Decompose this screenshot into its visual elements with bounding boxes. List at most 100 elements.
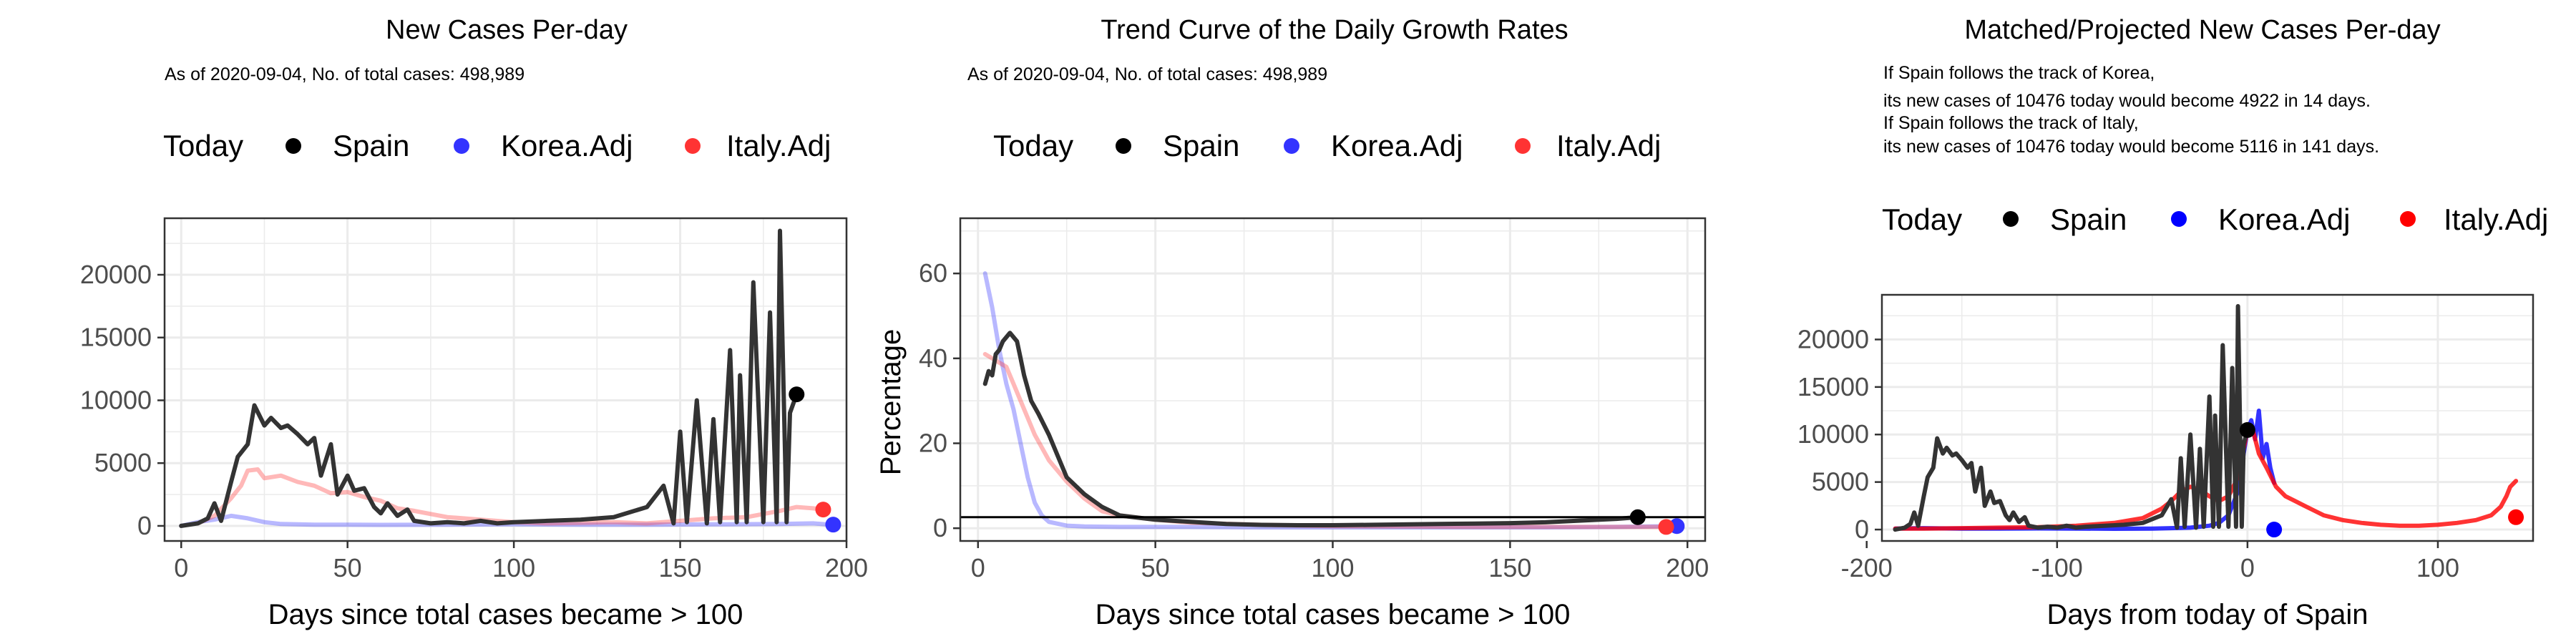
chart-3-y-tick-label: 0 bbox=[1855, 514, 1869, 544]
chart-1-legend-title: Today bbox=[163, 129, 243, 162]
chart-2-legend-spain-label: Spain bbox=[1163, 129, 1239, 162]
chart-2-legend-korea-label: Korea.Adj bbox=[1331, 129, 1463, 162]
chart-1-legend-item-spain: Spain bbox=[286, 129, 409, 162]
chart-2-legend-item-italy: Italy.Adj bbox=[1515, 129, 1661, 162]
chart-3-today-point-korea-adj bbox=[2266, 522, 2283, 538]
chart-3-legend-spain-key bbox=[2003, 211, 2019, 227]
chart-2-y-axis-label: Percentage bbox=[875, 329, 907, 476]
chart-1-legend-item-korea: Korea.Adj bbox=[454, 129, 633, 162]
chart-1-legend-korea-label: Korea.Adj bbox=[501, 129, 633, 162]
chart-2-series-spain-line bbox=[982, 331, 1640, 527]
chart-2-x-tick-label: 100 bbox=[1311, 553, 1354, 582]
chart-2-x-tick-label: 0 bbox=[971, 553, 985, 582]
chart-3-x-tick-label: 0 bbox=[2240, 553, 2255, 582]
chart-1-legend-italy-key bbox=[685, 138, 701, 154]
chart-1-legend-italy-label: Italy.Adj bbox=[726, 129, 831, 162]
chart-1-today-points bbox=[789, 386, 841, 533]
chart-2-legend-italy-label: Italy.Adj bbox=[1556, 129, 1661, 162]
chart-1-y-tick-label: 20000 bbox=[80, 260, 152, 289]
chart-3-x-tick-label: -200 bbox=[1841, 553, 1893, 582]
chart-1-x-tick-label: 200 bbox=[825, 553, 868, 582]
chart-2-legend-korea-key bbox=[1284, 138, 1299, 154]
chart-1-legend: Today Spain Korea.Adj Italy.Adj bbox=[163, 129, 831, 162]
chart-3-legend-korea-key bbox=[2171, 211, 2187, 227]
chart-3-subtitle-line-2: its new cases of 10476 today would becom… bbox=[1883, 91, 2371, 111]
chart-1-y-tick-label: 15000 bbox=[80, 323, 152, 352]
chart-3-series bbox=[1893, 303, 2519, 532]
chart-2-legend-item-spain: Spain bbox=[1116, 129, 1239, 162]
chart-3-subtitle-line-3: If Spain follows the track of Italy, bbox=[1883, 113, 2139, 133]
chart-2-x-tick-label: 50 bbox=[1141, 553, 1170, 582]
chart-3: Matched/Projected New Cases Per-day If S… bbox=[1797, 15, 2548, 630]
chart-2-today-point-spain bbox=[1629, 509, 1646, 525]
chart-2-series-korea-adj-line bbox=[982, 271, 1676, 530]
chart-3-legend-item-italy: Italy.Adj bbox=[2400, 203, 2548, 236]
chart-1-title: New Cases Per-day bbox=[386, 15, 628, 45]
chart-3-legend-item-spain: Spain bbox=[2003, 203, 2127, 236]
chart-3-x-axis-label: Days from today of Spain bbox=[2046, 599, 2368, 630]
chart-3-series-italy-adj-line bbox=[1893, 427, 2519, 531]
chart-2-gridlines bbox=[960, 218, 1705, 541]
chart-3-legend-korea-label: Korea.Adj bbox=[2218, 203, 2350, 236]
chart-1-today-point-spain bbox=[789, 386, 805, 403]
chart-1-series-spain-line bbox=[179, 228, 799, 528]
chart-2-today-points bbox=[1629, 509, 1685, 535]
chart-2-y-tick-label: 40 bbox=[919, 343, 947, 373]
chart-2-legend: Today Spain Korea.Adj Italy.Adj bbox=[993, 129, 1661, 162]
chart-2-legend-italy-key bbox=[1515, 138, 1531, 154]
chart-3-legend: Today Spain Korea.Adj Italy.Adj bbox=[1882, 203, 2548, 236]
chart-1-x-tick-label: 50 bbox=[333, 553, 362, 582]
chart-2-legend-spain-key bbox=[1116, 138, 1131, 154]
chart-3-y-tick-label: 15000 bbox=[1797, 372, 1869, 401]
chart-3-today-point-spain bbox=[2239, 421, 2255, 438]
chart-3-x-tick-label: 100 bbox=[2416, 553, 2459, 582]
chart-1-today-point-italy-adj bbox=[815, 502, 831, 518]
chart-1-legend-item-italy: Italy.Adj bbox=[685, 129, 831, 162]
chart-1-legend-korea-key bbox=[454, 138, 469, 154]
chart-3-legend-spain-label: Spain bbox=[2050, 203, 2127, 236]
chart-1-series bbox=[179, 228, 832, 528]
chart-3-subtitle-line-4: its new cases of 10476 today would becom… bbox=[1883, 137, 2379, 157]
chart-1-series-korea-adj-line bbox=[179, 513, 832, 528]
chart-2-x-tick-label: 150 bbox=[1488, 553, 1531, 582]
chart-3-today-points bbox=[2239, 421, 2524, 538]
chart-2: Trend Curve of the Daily Growth Rates As… bbox=[875, 15, 1709, 630]
chart-1-x-tick-label: 0 bbox=[174, 553, 188, 582]
chart-3-legend-italy-key bbox=[2400, 211, 2416, 227]
chart-2-y-tick-label: 0 bbox=[933, 513, 947, 542]
chart-1-x-tick-label: 100 bbox=[492, 553, 535, 582]
chart-1-y-tick-label: 5000 bbox=[94, 448, 152, 477]
chart-3-y-tick-label: 10000 bbox=[1797, 419, 1869, 449]
chart-3-series-spain-line bbox=[1893, 303, 2250, 532]
chart-3-x-tick-label: -100 bbox=[2031, 553, 2083, 582]
chart-2-legend-title: Today bbox=[993, 129, 1073, 162]
chart-2-x-axis-label: Days since total cases became > 100 bbox=[1096, 599, 1571, 630]
chart-2-today-point-italy-adj bbox=[1658, 519, 1674, 535]
chart-3-y-tick-label: 20000 bbox=[1797, 324, 1869, 353]
chart-1: New Cases Per-day As of 2020-09-04, No. … bbox=[80, 15, 868, 630]
chart-2-legend-item-korea: Korea.Adj bbox=[1284, 129, 1463, 162]
chart-1-x-axis-label: Days since total cases became > 100 bbox=[268, 599, 743, 630]
chart-1-x-tick-label: 150 bbox=[659, 553, 702, 582]
chart-2-subtitle-line-1: As of 2020-09-04, No. of total cases: 49… bbox=[967, 64, 1327, 84]
chart-3-legend-item-korea: Korea.Adj bbox=[2171, 203, 2350, 236]
chart-2-y-tick-label: 60 bbox=[919, 258, 947, 288]
chart-3-subtitle-line-1: If Spain follows the track of Korea, bbox=[1883, 63, 2155, 83]
chart-1-legend-spain-key bbox=[286, 138, 301, 154]
chart-1-today-point-korea-adj bbox=[825, 517, 841, 533]
chart-2-series bbox=[982, 271, 1676, 530]
chart-3-today-point-italy-adj bbox=[2508, 509, 2524, 525]
chart-1-y-tick-label: 10000 bbox=[80, 385, 152, 414]
chart-3-legend-italy-label: Italy.Adj bbox=[2444, 203, 2548, 236]
chart-3-panel-border bbox=[1880, 293, 2534, 542]
chart-1-y-tick-label: 0 bbox=[137, 511, 152, 540]
chart-3-axes: -200 -100 0 100 0 5000 10000 15000 20000 bbox=[1797, 324, 2459, 582]
chart-2-series-italy-adj-line bbox=[982, 351, 1665, 530]
chart-3-title: Matched/Projected New Cases Per-day bbox=[1964, 15, 2440, 45]
chart-2-x-tick-label: 200 bbox=[1666, 553, 1709, 582]
chart-1-axes: 0 50 100 150 200 0 5000 10000 15000 20000 bbox=[80, 260, 868, 582]
chart-2-y-tick-label: 20 bbox=[919, 429, 947, 458]
chart-2-axes: 0 50 100 150 200 0 20 40 60 bbox=[919, 258, 1709, 582]
chart-2-title: Trend Curve of the Daily Growth Rates bbox=[1101, 15, 1568, 45]
